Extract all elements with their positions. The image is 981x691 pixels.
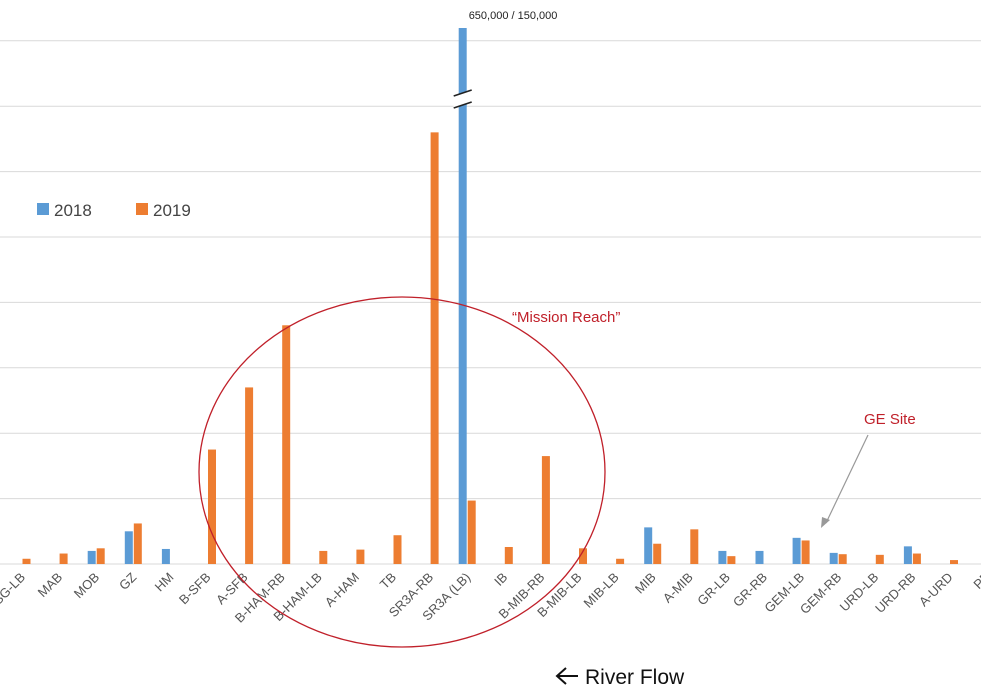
legend-swatch-2019 [136,203,148,215]
bar-2019-mab [59,553,68,564]
bar-2019-b-ham-lb [319,550,328,564]
x-tick-labels: FSG-LB MAB MOB GZ HM B-SFB A-SFBB-HAM-RBB-HAM-… [0,569,981,625]
axis-break-mark-2 [453,101,472,109]
bar-2019-urd-rb [912,553,921,564]
x-tick-label: HM [152,570,177,595]
legend-swatch-2018 [37,203,49,215]
x-tick-label: PF [970,569,981,591]
bar-2019-a-ham [356,549,365,564]
legend: 2018 2019 [37,201,191,220]
bar-2019-tb [393,535,402,564]
ge-site-arrow [825,434,869,524]
ge-site-arrowhead-icon [821,517,830,528]
bar-2019-gem-rb [838,554,847,564]
x-tick-label: MIB-LB [580,570,621,611]
mission-reach-ellipse [198,296,606,648]
bar-2019-mob [96,548,105,564]
bar-2018-mob [87,550,96,564]
legend-label-2019: 2019 [153,201,191,220]
gridlines [0,40,981,565]
bar-2019-gz [133,523,142,564]
bar-2019-gr-lb [727,556,736,564]
bar-2019-a-urd [950,560,958,564]
bar-2019-mib [653,543,662,564]
bar-2019-mib-lb [616,558,625,564]
x-tick-label: MOB [71,570,103,602]
bar-2018-mib [644,527,653,564]
axis-break-marks [453,89,472,109]
bar-2019-a-sfb [245,387,254,564]
bar-2019-a-mib [690,529,699,564]
x-tick-label: MIB [632,570,659,597]
bar-2019-b-ham-rb [282,325,291,564]
bar-2019-fsg-lb [22,558,31,564]
x-tick-label: GR-LB [694,570,733,609]
river-flow-label: River Flow [585,666,685,689]
river-flow-indicator: River Flow [555,666,685,689]
axis-break-mark-1 [453,89,472,97]
x-tick-label: MAB [35,570,66,601]
bar-2019-ib [504,546,513,564]
x-tick-label: A-HAM [322,570,362,610]
bar-2019-urd-lb [875,554,884,564]
x-tick-label: FSG-LB [0,570,28,614]
bar-2018-urd-rb [903,546,912,564]
bar-2018-sr3a-lb- [458,28,467,564]
bar-2019-b-mib-rb [541,456,550,564]
bar-2018-gem-rb [829,552,838,564]
x-tick-label: GEM-RB [797,570,844,617]
bar-2019-gem-lb [801,540,810,564]
x-tick-label: GZ [116,569,139,592]
x-tick-label: A-URD [916,570,956,610]
bars [22,28,958,565]
mission-reach-label: “Mission Reach” [512,309,620,326]
bar-2019-b-mib-lb [579,548,587,564]
x-tick-label: TB [377,570,399,592]
legend-label-2018: 2018 [54,201,92,220]
x-tick-label: A-MIB [660,570,696,606]
x-tick-label: B-SFB [176,570,214,608]
left-arrow-icon [555,667,578,685]
bar-2018-gr-rb [755,550,764,564]
x-tick-label: IB [491,570,510,589]
x-tick-label: URD-RB [872,570,918,616]
ge-site-label: GE Site [864,411,916,428]
bar-2019-sr3a-lb- [467,500,476,564]
break-value-label: 650,000 / 150,000 [469,10,558,22]
bar-2019-sr3a-rb [430,132,439,565]
bar-2019-b-sfb [208,449,216,564]
bar-2018-hm [161,548,170,564]
bar-2018-gr-lb [718,550,727,564]
bar-2018-gz [124,531,133,564]
bar-2018-gem-lb [792,537,801,564]
